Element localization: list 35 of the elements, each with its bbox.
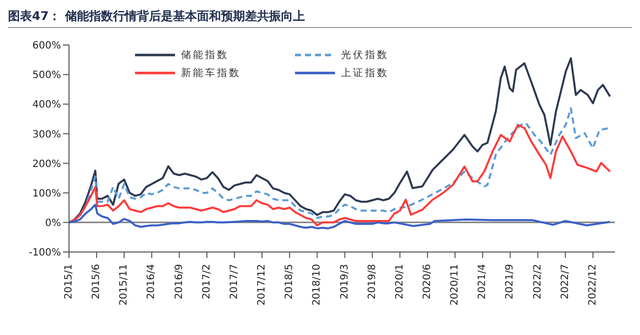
x-tick-label: 2022/12 bbox=[587, 264, 598, 306]
y-tick-label: 500% bbox=[32, 70, 61, 82]
x-tick-label: 2020/11 bbox=[450, 264, 461, 306]
chart-title: 图表47： 储能指数行情背后是基本面和预期差共振向上 bbox=[8, 8, 632, 28]
legend-label: 新能车指数 bbox=[181, 66, 241, 80]
legend-label: 光伏指数 bbox=[341, 48, 389, 62]
legend-label: 上证指数 bbox=[341, 66, 389, 80]
x-tick-label: 2020/6 bbox=[422, 264, 433, 300]
x-tick-label: 2022/2 bbox=[532, 264, 544, 300]
legend-label: 储能指数 bbox=[181, 48, 229, 62]
x-tick-label: 2021/4 bbox=[477, 264, 488, 300]
y-tick-label: 600% bbox=[32, 40, 61, 52]
x-tick-label: 2018/10 bbox=[312, 264, 323, 306]
x-tick-label: 2021/9 bbox=[504, 264, 516, 300]
line-series bbox=[69, 124, 612, 226]
y-tick-label: 300% bbox=[32, 129, 61, 140]
x-tick-label: 2016/4 bbox=[146, 264, 158, 300]
x-tick-label: 2017/7 bbox=[228, 264, 240, 300]
y-tick-label: 0% bbox=[45, 218, 61, 229]
x-tick-label: 2015/11 bbox=[118, 264, 130, 306]
x-tick-label: 2018/5 bbox=[284, 264, 296, 300]
line-series bbox=[69, 204, 612, 230]
x-tick-label: 2022/7 bbox=[560, 264, 571, 300]
y-tick-label: 200% bbox=[32, 158, 61, 170]
x-tick-label: 2015/1 bbox=[64, 264, 74, 300]
x-tick-label: 2017/12 bbox=[256, 264, 268, 306]
x-tick-label: 2019/8 bbox=[366, 264, 378, 300]
y-tick-label: -100% bbox=[28, 248, 61, 259]
x-tick-label: 2016/9 bbox=[174, 264, 185, 300]
y-tick-label: 100% bbox=[32, 188, 61, 200]
x-tick-label: 2020/1 bbox=[394, 264, 406, 300]
x-tick-label: 2017/2 bbox=[201, 264, 212, 300]
x-tick-label: 2019/3 bbox=[339, 264, 350, 300]
x-tick-label: 2015/6 bbox=[91, 264, 102, 300]
y-tick-label: 400% bbox=[32, 100, 61, 111]
